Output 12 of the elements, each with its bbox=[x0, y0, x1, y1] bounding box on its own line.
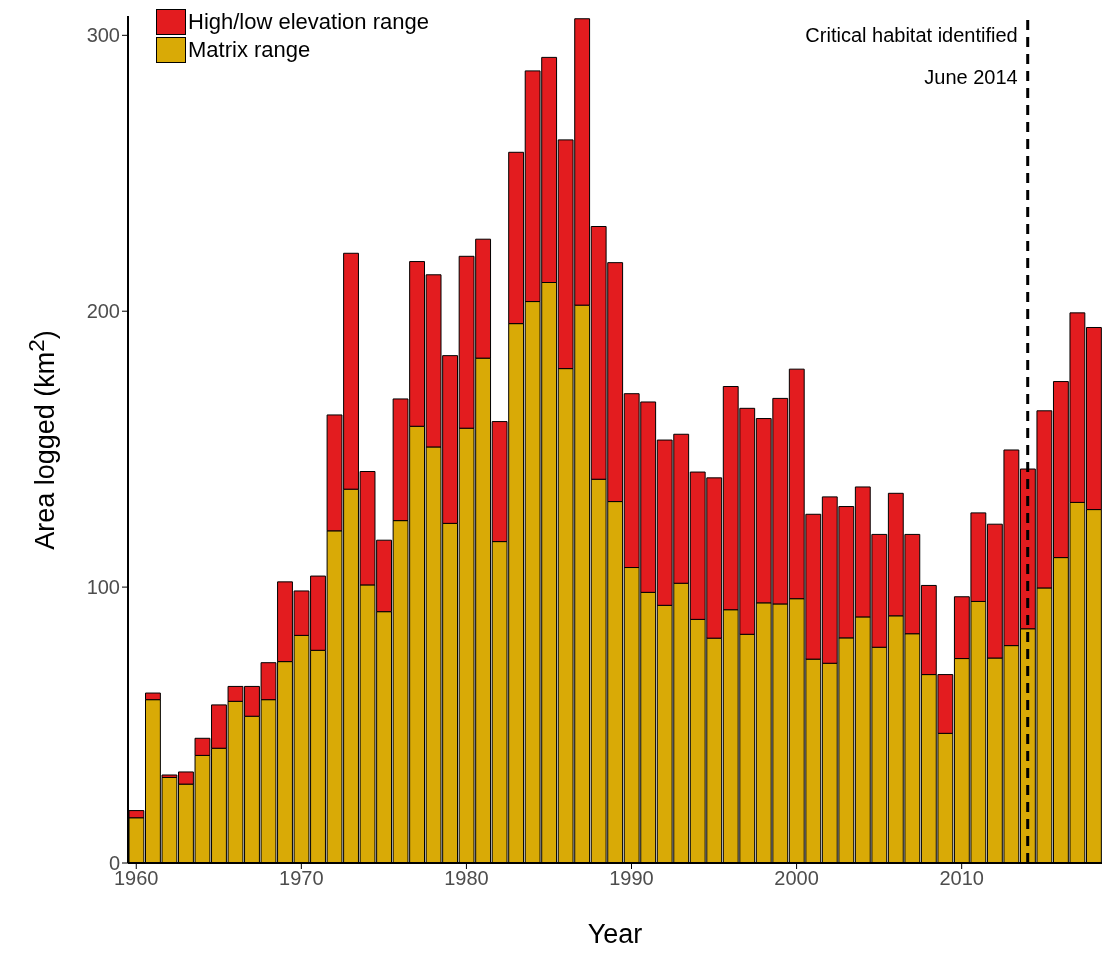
y-tick-label: 100 bbox=[86, 576, 120, 599]
y-tick-label: 300 bbox=[86, 24, 120, 47]
x-tick-label: 1990 bbox=[609, 867, 654, 890]
x-tick-label: 2010 bbox=[939, 867, 984, 890]
y-tick-label: 200 bbox=[86, 300, 120, 323]
x-tick-label: 1980 bbox=[444, 867, 489, 890]
legend-label: Matrix range bbox=[188, 37, 311, 63]
ref-line-label: Critical habitat identified June 2014 bbox=[805, 24, 1018, 88]
x-axis-title: Year bbox=[587, 919, 643, 949]
legend-label: High/low elevation range bbox=[188, 9, 429, 35]
x-tick-label: 2000 bbox=[774, 867, 819, 890]
x-tick-label: 1970 bbox=[279, 867, 324, 890]
